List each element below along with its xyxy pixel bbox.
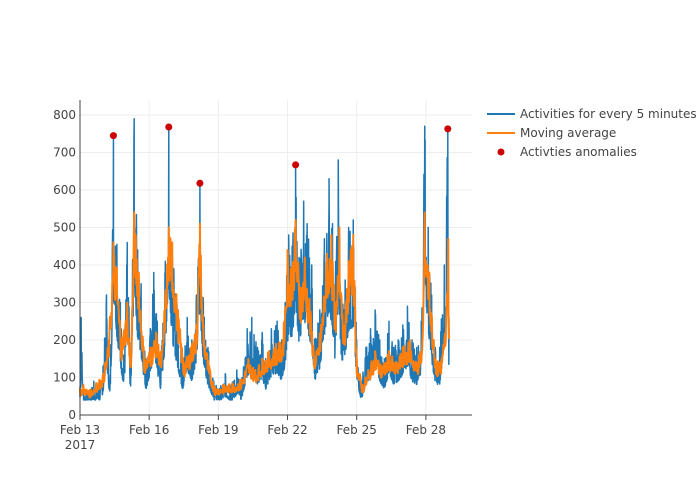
y-tick-label: 100 bbox=[53, 371, 76, 385]
series-line-moving-average bbox=[79, 211, 450, 399]
y-tick-label: 0 bbox=[68, 408, 76, 422]
y-tick-label: 700 bbox=[53, 146, 76, 160]
y-tick-label: 600 bbox=[53, 183, 76, 197]
x-tick-label: Feb 22 bbox=[267, 423, 307, 437]
y-tick-label: 500 bbox=[53, 221, 76, 235]
anomaly-point[interactable] bbox=[444, 125, 452, 133]
x-tick-label: Feb 28 bbox=[406, 423, 446, 437]
legend-label-anomalies[interactable]: Activties anomalies bbox=[520, 145, 637, 159]
anomaly-point[interactable] bbox=[109, 132, 117, 140]
y-tick-label: 800 bbox=[53, 108, 76, 122]
x-tick-label: Feb 13 bbox=[60, 423, 100, 437]
legend[interactable]: Activities for every 5 minutes Moving av… bbox=[487, 107, 697, 159]
axis-layer: 0 100 200 300 400 500 600 700 800 Feb 13 Feb 16 Feb… bbox=[53, 100, 472, 452]
anomaly-point[interactable] bbox=[292, 161, 300, 169]
y-tick-label: 300 bbox=[53, 296, 76, 310]
anomaly-point[interactable] bbox=[165, 123, 173, 131]
legend-label-moving-average[interactable]: Moving average bbox=[520, 126, 616, 140]
legend-swatch-anomalies[interactable] bbox=[497, 148, 505, 156]
x-year-label: 2017 bbox=[65, 438, 96, 452]
anomaly-point[interactable] bbox=[196, 179, 204, 187]
y-tick-label: 200 bbox=[53, 333, 76, 347]
legend-label-activities[interactable]: Activities for every 5 minutes bbox=[520, 107, 697, 121]
x-tick-label: Feb 16 bbox=[129, 423, 169, 437]
series-layer bbox=[79, 118, 452, 401]
x-tick-label: Feb 19 bbox=[198, 423, 238, 437]
y-tick-label: 400 bbox=[53, 258, 76, 272]
x-tick-label: Feb 25 bbox=[337, 423, 377, 437]
